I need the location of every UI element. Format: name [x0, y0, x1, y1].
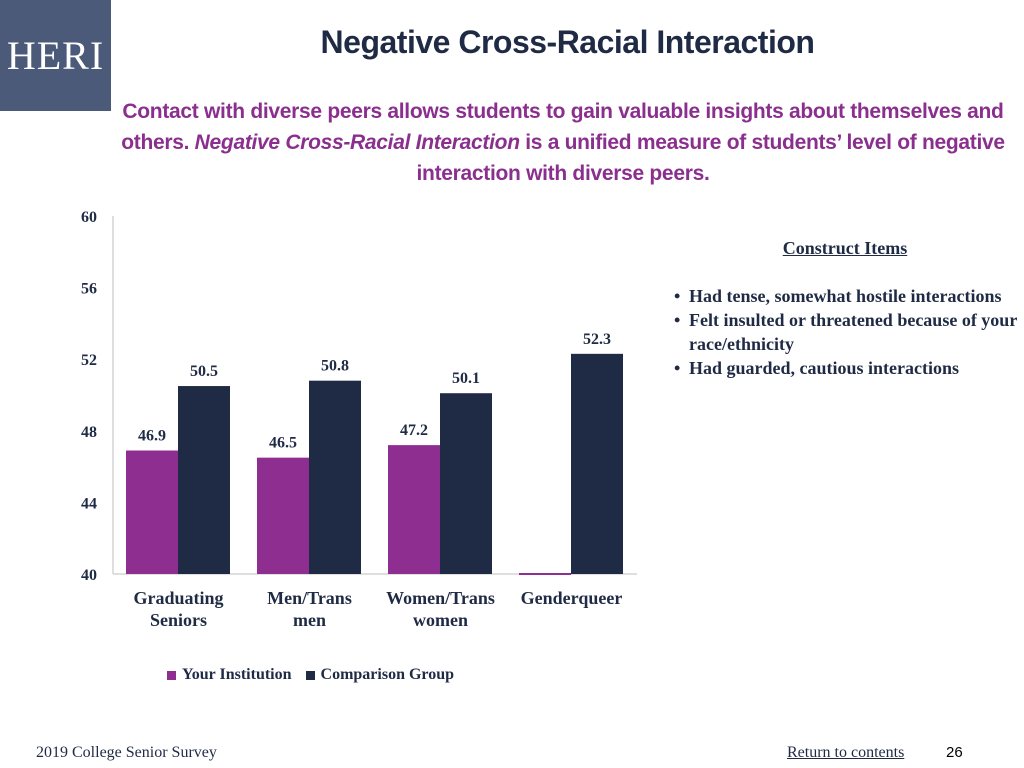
x-tick-label: Men/Trans	[267, 588, 352, 608]
x-tick-label: Women/Trans	[386, 588, 495, 608]
x-tick-label: Seniors	[150, 610, 207, 630]
return-to-contents-link[interactable]: Return to contents	[787, 744, 905, 761]
y-tick-label: 52	[81, 352, 97, 369]
data-label: 50.5	[190, 363, 218, 380]
bar	[257, 457, 309, 574]
page-subtitle: Contact with diverse peers allows studen…	[118, 96, 1008, 189]
y-tick-label: 48	[81, 424, 97, 441]
data-label: 46.5	[269, 435, 297, 452]
construct-item: Had guarded, cautious interactions	[674, 356, 1019, 380]
data-label: 47.2	[400, 422, 428, 439]
construct-item: Felt insulted or threatened because of y…	[674, 308, 1019, 356]
data-label: 50.1	[452, 370, 480, 387]
bar	[571, 353, 623, 574]
bar	[440, 393, 492, 574]
legend-entry-your-institution: Your Institution	[167, 666, 292, 684]
subtitle-italic: Negative Cross-Racial Interaction	[194, 131, 520, 154]
data-label: 46.9	[138, 427, 166, 444]
legend-label: Comparison Group	[320, 666, 455, 683]
legend-swatch	[167, 670, 176, 680]
legend-label: Your Institution	[182, 666, 292, 683]
bar	[178, 386, 230, 574]
data-label: 50.8	[321, 358, 349, 375]
x-tick-label: Graduating	[133, 588, 223, 608]
x-tick-label: women	[413, 610, 468, 630]
bar	[126, 450, 178, 574]
heri-logo: HERI	[0, 0, 111, 111]
construct-heading: Construct Items	[782, 238, 908, 258]
bar	[309, 380, 361, 574]
y-tick-label: 56	[81, 281, 97, 298]
legend-swatch	[305, 670, 315, 680]
legend-entry-comparison-group: Comparison Group	[305, 666, 455, 684]
construct-list: Had tense, somewhat hostile interactions…	[674, 284, 1019, 380]
x-tick-label: Genderqueer	[521, 588, 623, 608]
subtitle-text-2: is a unified measure of students’ level …	[416, 131, 1006, 185]
x-tick-label: men	[293, 610, 326, 630]
data-label: 52.3	[583, 331, 611, 348]
y-tick-label: 40	[81, 567, 97, 584]
survey-name: 2019 College Senior Survey	[36, 744, 217, 761]
page-title: Negative Cross-Racial Interaction	[320, 24, 815, 60]
construct-item: Had tense, somewhat hostile interactions	[674, 284, 1019, 308]
chart-legend: Your Institution Comparison Group	[167, 666, 468, 684]
y-tick-label: 44	[81, 495, 97, 512]
subtitle-text-1: Contact with diverse peers allows studen…	[121, 100, 1004, 154]
bar	[388, 445, 440, 574]
page-number: 26	[946, 744, 963, 761]
y-tick-label: 60	[81, 209, 97, 226]
